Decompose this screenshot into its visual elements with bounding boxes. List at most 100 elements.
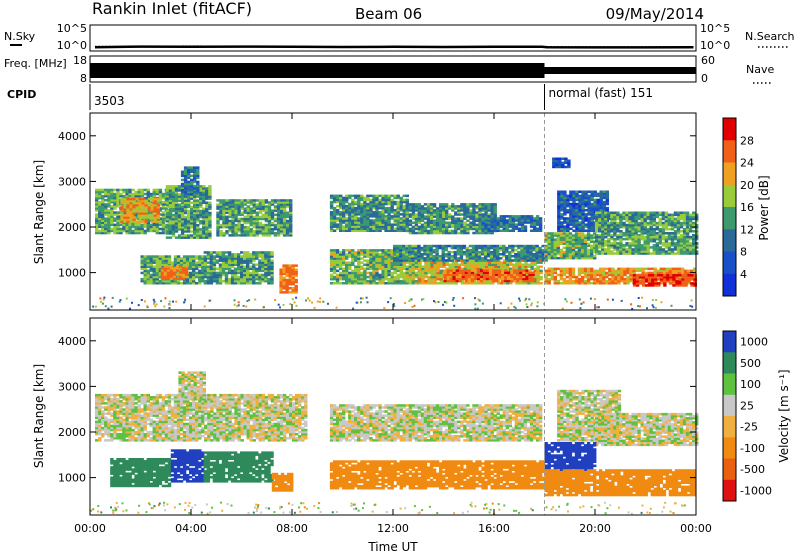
heat-cell <box>414 255 418 258</box>
heat-cell <box>535 259 539 262</box>
heat-cell <box>480 257 485 260</box>
heat-cell <box>475 219 479 222</box>
heat-cell <box>107 209 111 212</box>
heat-cell <box>571 244 576 248</box>
heat-cell <box>351 275 355 279</box>
heat-cell <box>267 261 271 264</box>
heat-cell <box>187 188 191 192</box>
heat-cell <box>195 282 199 285</box>
heat-cell <box>475 282 480 285</box>
heat-cell <box>586 248 591 252</box>
heat-cell <box>171 224 176 227</box>
heat-cell <box>369 229 373 232</box>
heat-cell <box>258 261 262 264</box>
heat-cell <box>267 223 272 227</box>
heat-cell <box>580 246 585 250</box>
heat-cell <box>417 229 422 233</box>
heat-cell <box>231 213 235 217</box>
heat-cell <box>411 207 416 210</box>
heat-cell <box>332 255 337 258</box>
heat-cell <box>122 229 126 233</box>
heat-cell <box>255 273 259 277</box>
heat-cell <box>354 196 358 200</box>
heat-cell <box>511 217 516 220</box>
heat-cell <box>246 219 250 223</box>
heat-cell <box>590 254 594 258</box>
heat-cell <box>475 267 480 271</box>
heat-cell <box>484 225 488 228</box>
heat-cell <box>502 250 506 254</box>
heat-cell <box>335 200 340 204</box>
heat-cell <box>439 277 443 281</box>
heat-cell <box>508 223 512 226</box>
heat-cell <box>104 194 108 198</box>
heat-cell <box>435 253 439 256</box>
heat-cell <box>470 275 475 279</box>
heat-cell <box>405 207 409 210</box>
heat-cell <box>438 255 442 258</box>
heat-cell <box>140 257 144 260</box>
heat-cell <box>402 282 406 285</box>
heat-cell <box>462 253 467 256</box>
heat-cell <box>174 236 179 239</box>
heat-cell <box>215 279 220 283</box>
heat-cell <box>261 227 266 231</box>
heat-cell <box>463 225 467 229</box>
heat-cell <box>149 279 153 283</box>
heat-cell <box>190 224 194 227</box>
heat-cell <box>243 282 247 285</box>
heat-cell <box>433 267 437 271</box>
heat-cell <box>144 204 148 207</box>
heat-cell <box>116 196 120 200</box>
heat-cell <box>182 282 187 285</box>
heat-cell <box>329 265 334 268</box>
heat-cell <box>294 274 298 278</box>
heat-cell <box>556 248 560 252</box>
heat-cell <box>354 277 358 281</box>
heat-cell <box>147 208 151 211</box>
heat-cell <box>168 213 173 217</box>
heat-cell <box>348 282 352 285</box>
heat-cell <box>528 277 532 281</box>
heat-cell <box>445 227 449 231</box>
heat-cell <box>402 246 406 250</box>
heat-cell <box>174 211 179 215</box>
heat-cell <box>187 209 191 213</box>
heat-cell <box>276 213 281 217</box>
heat-cell <box>345 273 349 277</box>
heat-cell <box>363 206 367 210</box>
heat-cell <box>270 275 274 279</box>
heat-cell <box>514 215 519 218</box>
heat-cell <box>411 225 416 229</box>
heat-cell <box>504 269 508 272</box>
heat-cell <box>464 279 469 283</box>
heat-cell <box>557 192 561 196</box>
heat-cell <box>155 190 160 194</box>
heat-cell <box>291 282 295 286</box>
heat-cell <box>528 275 532 279</box>
heat-cell <box>357 282 361 285</box>
heat-cell <box>396 221 400 224</box>
heat-cell <box>129 204 133 207</box>
heat-cell <box>193 226 197 229</box>
heat-cell <box>426 203 431 206</box>
heat-cell <box>227 277 232 281</box>
heat-cell <box>219 217 223 221</box>
heat-cell <box>464 275 469 279</box>
heat-cell <box>348 271 352 275</box>
heat-cell <box>279 211 284 214</box>
heat-cell <box>360 257 364 260</box>
heat-cell <box>472 227 476 231</box>
heat-cell <box>565 250 570 254</box>
heat-cell <box>129 206 133 209</box>
heat-cell <box>171 213 176 217</box>
heat-cell <box>146 263 150 266</box>
heat-cell <box>351 253 355 256</box>
heat-cell <box>227 267 232 271</box>
heat-cell <box>155 279 160 283</box>
heat-cell <box>218 282 223 285</box>
heat-cell <box>240 271 244 275</box>
heat-cell <box>547 254 551 258</box>
heat-cell <box>180 184 185 188</box>
heat-cell <box>131 192 135 196</box>
